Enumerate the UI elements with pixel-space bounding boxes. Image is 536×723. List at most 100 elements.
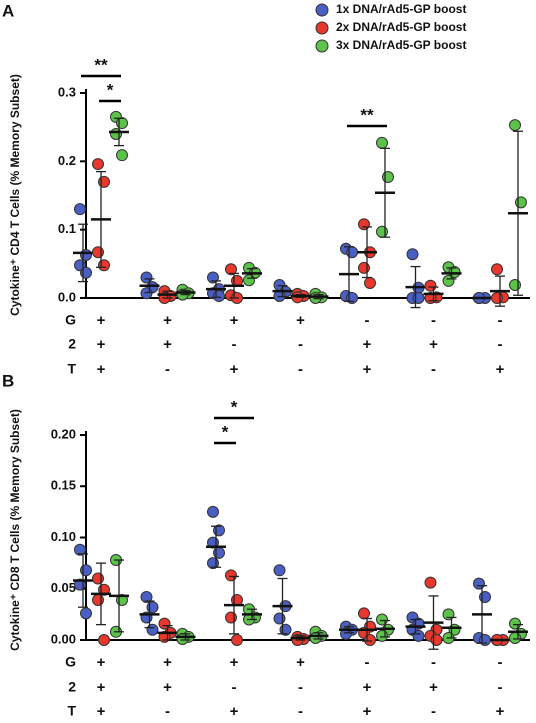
y-tick-label: 0.3	[58, 84, 76, 99]
data-point	[225, 611, 237, 624]
condition-mark: +	[97, 703, 106, 720]
y-tick-label: 0.20	[51, 426, 76, 441]
condition-mark: -	[498, 312, 503, 329]
data-point	[231, 594, 243, 607]
condition-mark: -	[431, 361, 436, 378]
y-axis-title: Cytokine⁺ CD4 T Cells (% Memory Subset)	[8, 74, 22, 316]
data-point	[243, 274, 255, 287]
data-point	[116, 117, 128, 130]
condition-mark: -	[365, 654, 370, 671]
data-point	[358, 607, 370, 620]
condition-mark: +	[230, 361, 239, 378]
condition-label: G	[65, 312, 76, 328]
condition-mark: -	[431, 654, 436, 671]
condition-mark: -	[298, 361, 303, 378]
data-point	[116, 149, 128, 162]
condition-mark: +	[97, 336, 106, 353]
condition-mark: +	[163, 336, 172, 353]
condition-mark: +	[496, 361, 505, 378]
condition-mark: -	[431, 312, 436, 329]
data-point	[442, 608, 455, 621]
data-point	[509, 279, 521, 292]
condition-mark: -	[298, 679, 303, 696]
data-point	[273, 564, 286, 577]
condition-mark: -	[165, 703, 170, 720]
data-point	[213, 546, 225, 559]
data-point	[140, 287, 153, 300]
data-point	[213, 289, 225, 302]
data-point	[207, 271, 219, 284]
condition-mark: -	[498, 654, 503, 671]
data-point	[509, 617, 521, 630]
condition-mark: +	[363, 679, 372, 696]
data-point	[110, 128, 122, 140]
significance-label: **	[360, 105, 374, 124]
condition-mark: +	[230, 654, 239, 671]
legend-label: 2x DNA/rAd5-GP boost	[336, 20, 466, 34]
legend-label: 1x DNA/rAd5-GP boost	[336, 2, 466, 16]
condition-mark: -	[365, 312, 370, 329]
condition-mark: +	[97, 312, 106, 329]
condition-mark: +	[230, 312, 239, 329]
condition-mark: +	[97, 679, 106, 696]
data-point	[98, 259, 110, 272]
data-point	[491, 263, 503, 276]
data-point	[98, 175, 110, 188]
data-point	[231, 634, 243, 646]
data-point	[80, 564, 92, 577]
condition-mark: +	[429, 679, 438, 696]
data-point	[176, 632, 189, 645]
data-point	[358, 261, 370, 274]
data-point	[92, 246, 104, 259]
condition-mark: +	[230, 703, 239, 720]
condition-mark: -	[165, 361, 170, 378]
legend-swatch	[315, 39, 329, 53]
condition-mark: +	[429, 336, 438, 353]
y-tick-label: 0.1	[58, 221, 76, 236]
legend-swatch	[315, 3, 329, 17]
data-point	[430, 634, 443, 646]
data-point	[442, 274, 455, 287]
data-point	[146, 623, 159, 636]
data-point	[491, 292, 503, 304]
data-point	[225, 569, 237, 582]
data-point	[364, 634, 376, 646]
condition-label: T	[67, 703, 76, 719]
data-point	[412, 629, 425, 642]
significance-label: **	[94, 55, 108, 74]
data-point	[515, 196, 527, 209]
data-point	[140, 590, 153, 603]
condition-mark: +	[363, 703, 372, 720]
condition-label: 2	[68, 336, 76, 352]
data-point	[146, 601, 159, 614]
condition-mark: +	[363, 336, 372, 353]
data-point	[509, 631, 521, 644]
data-point	[92, 572, 104, 585]
y-tick-label: 0.05	[51, 580, 76, 595]
data-point	[140, 271, 153, 284]
data-point	[74, 203, 86, 216]
data-point	[80, 266, 92, 279]
y-axis-title: Cytokine⁺ CD8 T Cells (% Memory Subset)	[8, 409, 22, 651]
condition-mark: +	[97, 654, 106, 671]
data-point	[424, 279, 437, 292]
data-point	[509, 119, 521, 132]
condition-label: 2	[68, 679, 76, 695]
condition-mark: +	[163, 654, 172, 671]
condition-mark: -	[298, 336, 303, 353]
data-point	[412, 292, 425, 304]
significance-label: *	[107, 80, 114, 99]
data-point	[479, 590, 491, 603]
data-point	[376, 136, 388, 149]
condition-mark: -	[498, 679, 503, 696]
significance-label: *	[231, 397, 238, 416]
data-point	[74, 543, 86, 556]
condition-mark: +	[296, 312, 305, 329]
data-point	[406, 248, 419, 261]
condition-label: T	[67, 361, 76, 377]
y-tick-label: 0.0	[58, 289, 76, 304]
data-point	[309, 631, 322, 644]
legend-swatch	[315, 21, 329, 35]
data-point	[273, 612, 286, 625]
